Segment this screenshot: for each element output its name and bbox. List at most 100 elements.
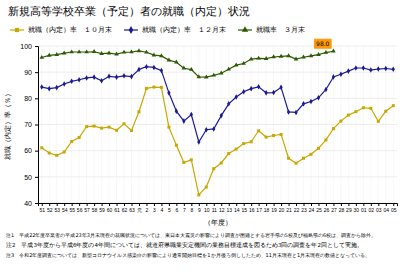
series-marker [219, 71, 224, 75]
series-marker [69, 49, 74, 53]
series-marker [377, 66, 380, 72]
tick-mark [259, 203, 260, 206]
series-marker [70, 79, 73, 85]
grid-line-x [333, 46, 334, 203]
series-marker [48, 152, 51, 155]
legend-label: 就職（内定）率 １０月末 [28, 26, 112, 34]
tick: 03 [376, 203, 382, 213]
tick: 50 [24, 174, 38, 181]
tick-mark [356, 203, 357, 206]
series-marker [280, 133, 283, 136]
tick: 4 [161, 203, 164, 213]
series-marker [257, 84, 260, 90]
series-marker [279, 54, 284, 58]
axis-line [35, 47, 39, 204]
series-marker [167, 90, 170, 96]
tick-label: 02 [369, 207, 375, 213]
tick-label: 27 [331, 207, 337, 213]
series-marker [100, 127, 103, 130]
series-marker [77, 49, 82, 53]
series-marker [317, 147, 320, 150]
grid-line-x [79, 46, 80, 203]
tick-mark [341, 203, 342, 206]
tick-mark [318, 203, 319, 206]
tick-label: 56 [77, 207, 83, 213]
series-marker [302, 157, 305, 160]
series-marker [122, 73, 125, 79]
tick-label: 03 [376, 207, 382, 213]
tick-label: 17 [256, 207, 262, 213]
tick-label: 80 [24, 95, 32, 102]
tick: 26 [324, 203, 330, 213]
series-marker [212, 167, 215, 170]
tick: 25 [316, 203, 322, 213]
tick: 18 [264, 203, 270, 213]
tick-label: 53 [54, 207, 60, 213]
grid-line-x [213, 46, 214, 203]
grid-line-x [71, 46, 72, 203]
tick: 15 [241, 203, 247, 213]
tick: 23 [301, 203, 307, 213]
series-marker [115, 74, 118, 80]
series-marker [197, 193, 200, 196]
tick: 27 [331, 203, 337, 213]
series-marker [242, 89, 245, 95]
tick-mark [191, 203, 192, 206]
tick-mark [94, 203, 95, 206]
tick-mark [266, 203, 267, 206]
grid-line-x [86, 46, 87, 203]
series-marker [152, 65, 155, 71]
series-marker [264, 56, 269, 60]
series-marker [205, 186, 208, 189]
series-marker [197, 74, 202, 78]
grid-line-x [101, 46, 102, 203]
tick-mark [87, 203, 88, 206]
series-marker [122, 50, 127, 54]
series-marker [332, 74, 335, 80]
tick-mark [35, 72, 38, 73]
tick-label: 18 [264, 207, 270, 213]
grid-line-x [116, 46, 117, 203]
note: 注2 平成3年度から平成6年度の4年間については、就道府県職業安定機関の業務目標… [6, 241, 363, 248]
series-marker [108, 126, 111, 129]
tick-label: 元 [137, 207, 142, 213]
tick-label: 52 [47, 207, 53, 213]
tick-mark [64, 203, 65, 206]
legend-label: 就職率 ３月末 [256, 26, 305, 34]
series-marker [54, 52, 59, 56]
tick-mark [35, 46, 38, 47]
annotation: 98.0 [315, 39, 332, 48]
grid-line-x [318, 46, 319, 203]
series-marker [182, 66, 187, 70]
series-marker [286, 53, 291, 57]
tick-label: 30 [354, 207, 360, 213]
tick: 14 [234, 203, 240, 213]
series-marker [249, 56, 254, 60]
series-marker [347, 114, 350, 117]
series-marker [130, 74, 133, 80]
tick-label: 54 [62, 207, 68, 213]
grid-line-x [131, 46, 132, 203]
legend-marker [129, 26, 134, 34]
series-marker [265, 136, 268, 139]
series [40, 64, 395, 145]
tick-label: 7 [183, 207, 186, 213]
tick-label: 70 [24, 121, 32, 128]
series-marker [362, 106, 365, 109]
series-marker [377, 120, 380, 123]
series-marker [362, 65, 365, 71]
grid-line-x [94, 46, 95, 203]
tick-label: 12 [219, 207, 225, 213]
tick: 29 [346, 203, 352, 213]
series-marker [384, 110, 387, 113]
grid-line-x [198, 46, 199, 203]
series-marker [272, 90, 275, 96]
tick-mark [296, 203, 297, 206]
grid-line-x [266, 46, 267, 203]
tick: 05 [391, 203, 397, 213]
tick: 19 [271, 203, 277, 213]
series-marker [137, 67, 140, 73]
tick-label: 55 [69, 207, 75, 213]
tick-label: 62 [122, 207, 128, 213]
series-marker [63, 81, 66, 87]
